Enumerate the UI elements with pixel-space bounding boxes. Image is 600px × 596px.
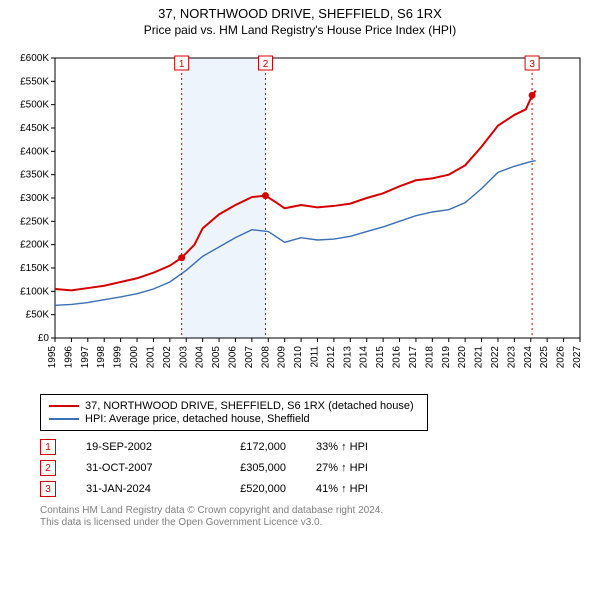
svg-text:2016: 2016 <box>392 346 403 369</box>
sale-delta: 27% ↑ HPI <box>316 462 396 474</box>
legend-label: 37, NORTHWOOD DRIVE, SHEFFIELD, S6 1RX (… <box>85 400 414 412</box>
chart-title-line1: 37, NORTHWOOD DRIVE, SHEFFIELD, S6 1RX <box>0 6 600 21</box>
svg-text:1998: 1998 <box>96 346 107 369</box>
svg-text:1: 1 <box>179 59 185 70</box>
svg-text:2024: 2024 <box>523 346 534 369</box>
sale-delta: 41% ↑ HPI <box>316 483 396 495</box>
svg-text:£550K: £550K <box>20 76 49 87</box>
footer-line1: Contains HM Land Registry data © Crown c… <box>40 505 590 516</box>
svg-text:£0: £0 <box>38 333 50 344</box>
svg-text:2010: 2010 <box>293 346 304 369</box>
svg-text:2013: 2013 <box>342 346 353 369</box>
svg-text:2002: 2002 <box>162 346 173 369</box>
svg-text:£400K: £400K <box>20 146 49 157</box>
chart-area: £0 £50K £100K £150K £200K £250K £300K £350K £400… <box>10 43 590 388</box>
legend-swatch <box>49 418 79 420</box>
svg-text:2019: 2019 <box>441 346 452 369</box>
svg-text:2007: 2007 <box>244 346 255 369</box>
svg-text:2009: 2009 <box>277 346 288 369</box>
svg-text:£250K: £250K <box>20 216 49 227</box>
legend-row: HPI: Average price, detached house, Shef… <box>49 413 419 425</box>
svg-text:£100K: £100K <box>20 286 49 297</box>
svg-text:£600K: £600K <box>20 53 49 64</box>
sale-row: 3 31-JAN-2024 £520,000 41% ↑ HPI <box>40 481 590 497</box>
svg-text:1999: 1999 <box>113 346 124 369</box>
svg-text:2003: 2003 <box>178 346 189 369</box>
svg-text:£50K: £50K <box>26 310 50 321</box>
sale-price: £305,000 <box>216 462 286 474</box>
svg-text:£150K: £150K <box>20 263 49 274</box>
svg-text:2001: 2001 <box>145 346 156 369</box>
sale-index-box: 1 <box>40 439 56 455</box>
footer: Contains HM Land Registry data © Crown c… <box>40 505 590 528</box>
svg-text:2008: 2008 <box>260 346 271 369</box>
svg-text:1995: 1995 <box>47 346 58 369</box>
sale-index-box: 3 <box>40 481 56 497</box>
svg-text:2027: 2027 <box>572 346 583 369</box>
svg-text:2: 2 <box>263 59 269 70</box>
legend-box: 37, NORTHWOOD DRIVE, SHEFFIELD, S6 1RX (… <box>40 394 428 431</box>
legend-swatch <box>49 405 79 407</box>
svg-text:2014: 2014 <box>359 346 370 369</box>
svg-text:2018: 2018 <box>424 346 435 369</box>
svg-text:2004: 2004 <box>195 346 206 369</box>
svg-text:2015: 2015 <box>375 346 386 369</box>
sale-price: £520,000 <box>216 483 286 495</box>
legend-row: 37, NORTHWOOD DRIVE, SHEFFIELD, S6 1RX (… <box>49 400 419 412</box>
sale-row: 1 19-SEP-2002 £172,000 33% ↑ HPI <box>40 439 590 455</box>
sale-delta: 33% ↑ HPI <box>316 441 396 453</box>
sale-price: £172,000 <box>216 441 286 453</box>
svg-text:1996: 1996 <box>63 346 74 369</box>
sales-table: 1 19-SEP-2002 £172,000 33% ↑ HPI 2 31-OC… <box>40 439 590 497</box>
svg-text:2023: 2023 <box>506 346 517 369</box>
sale-row: 2 31-OCT-2007 £305,000 27% ↑ HPI <box>40 460 590 476</box>
svg-text:3: 3 <box>529 59 535 70</box>
svg-text:2017: 2017 <box>408 346 419 369</box>
svg-text:2025: 2025 <box>539 346 550 369</box>
svg-text:2022: 2022 <box>490 346 501 369</box>
sale-date: 31-JAN-2024 <box>86 483 186 495</box>
chart-title-line2: Price paid vs. HM Land Registry's House … <box>0 23 600 37</box>
sale-date: 19-SEP-2002 <box>86 441 186 453</box>
footer-line2: This data is licensed under the Open Gov… <box>40 517 590 528</box>
svg-text:£300K: £300K <box>20 193 49 204</box>
svg-text:2020: 2020 <box>457 346 468 369</box>
sale-date: 31-OCT-2007 <box>86 462 186 474</box>
legend-label: HPI: Average price, detached house, Shef… <box>85 413 310 425</box>
svg-text:2021: 2021 <box>474 346 485 369</box>
svg-text:£450K: £450K <box>20 123 49 134</box>
svg-text:2005: 2005 <box>211 346 222 369</box>
price-chart-svg: £0 £50K £100K £150K £200K £250K £300K £350K £400… <box>10 43 590 383</box>
svg-text:2000: 2000 <box>129 346 140 369</box>
svg-text:2006: 2006 <box>227 346 238 369</box>
svg-text:2012: 2012 <box>326 346 337 369</box>
svg-text:£200K: £200K <box>20 240 49 251</box>
svg-text:£500K: £500K <box>20 100 49 111</box>
svg-text:1997: 1997 <box>80 346 91 369</box>
sale-index-box: 2 <box>40 460 56 476</box>
svg-text:2011: 2011 <box>310 346 321 368</box>
svg-text:2026: 2026 <box>556 346 567 369</box>
svg-text:£350K: £350K <box>20 170 49 181</box>
